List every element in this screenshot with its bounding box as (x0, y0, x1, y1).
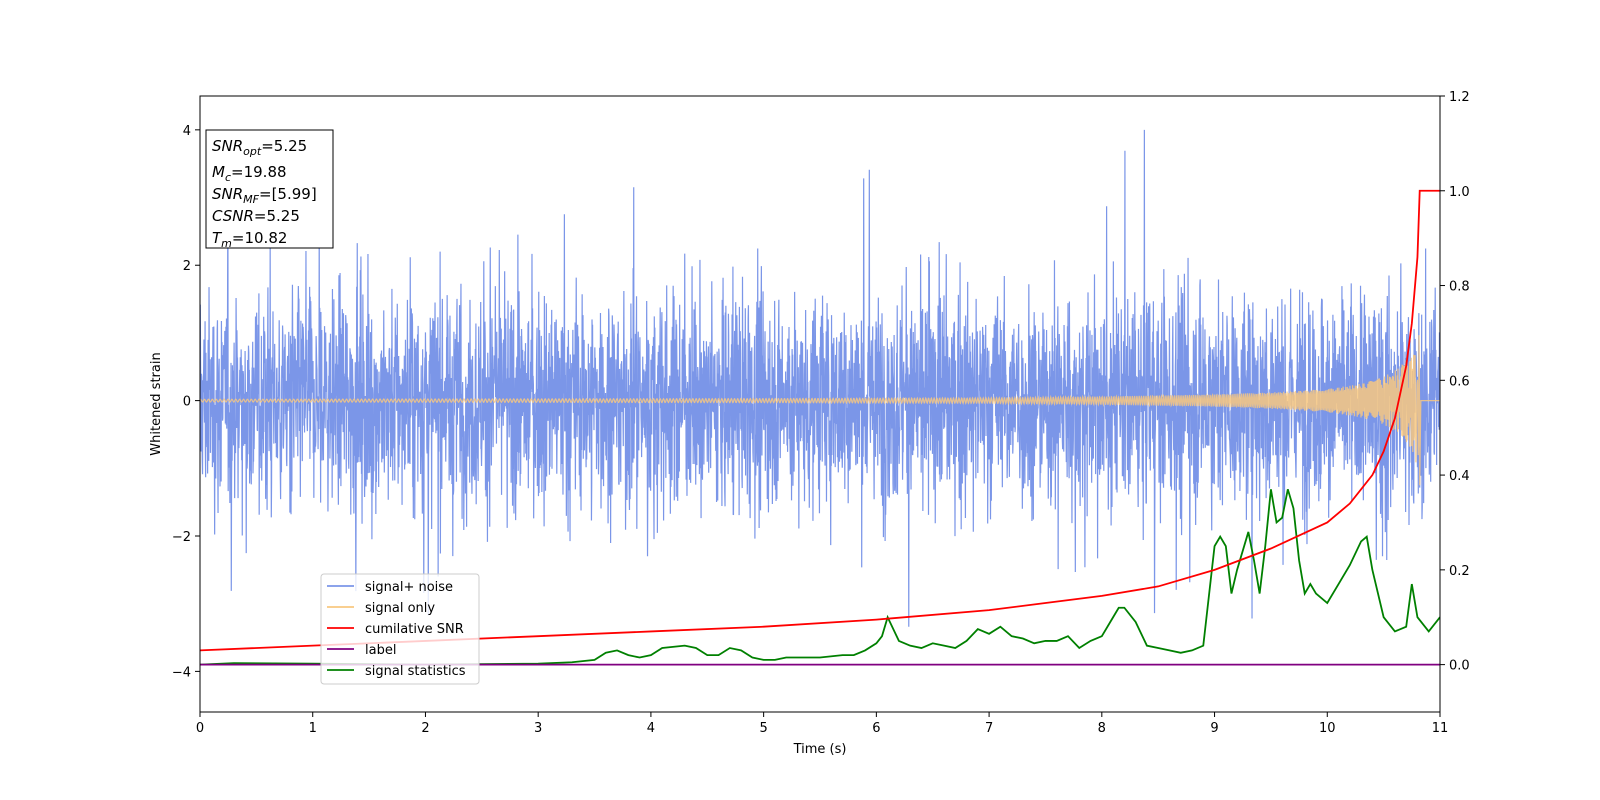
x-tick-label: 9 (1210, 721, 1218, 736)
left-y-axis-label: Whitened strain (149, 352, 164, 455)
x-axis-label: Time (s) (793, 742, 847, 757)
x-tick-label: 4 (647, 721, 655, 736)
signal-statistics-line (200, 489, 1440, 666)
annotation-line: SNRopt=5.25 (212, 137, 307, 158)
legend-entry-label: signal statistics (365, 664, 466, 679)
signal-statistics-series (200, 489, 1440, 666)
annotation-frame (205, 129, 334, 249)
cumulative-snr-series (200, 189, 1440, 652)
signal-plus-noise-series (200, 129, 1440, 627)
right-y-tick-label: 0.6 (1449, 374, 1470, 389)
plot-frame (199, 95, 1441, 713)
x-tick-label: 10 (1319, 721, 1336, 736)
left-y-tick-label: 2 (183, 259, 191, 274)
signal-only-series (200, 335, 1440, 486)
right-y-tick-label: 0.2 (1449, 564, 1470, 579)
cumulative-snr-line (200, 189, 1440, 652)
x-tick-label: 6 (872, 721, 880, 736)
x-tick-label: 11 (1432, 721, 1449, 736)
x-tick-label: 2 (421, 721, 429, 736)
right-y-tick-label: 1.2 (1449, 90, 1470, 105)
left-y-tick-label: −4 (172, 665, 191, 680)
right-y-tick-label: 0.4 (1449, 469, 1470, 484)
left-y-tick-label: −2 (172, 530, 191, 545)
annotation-line: CSNR=5.25 (212, 207, 300, 225)
x-tick-label: 8 (1098, 721, 1106, 736)
parameters-annotation-box: SNRopt=5.25 Mc=19.88SNRMF=[5.99]CSNR=5.25… (205, 129, 334, 250)
annotation-line: Tm=10.82 (212, 229, 287, 250)
right-y-axis-ticks: 0.0 0.2 0.4 0.6 0.8 1.0 1.2 (1440, 90, 1470, 674)
left-y-tick-label: 4 (183, 124, 191, 139)
legend-entry-label: cumilative SNR (365, 622, 464, 637)
legend-entry-label: signal+ noise (365, 580, 453, 595)
right-y-tick-label: 0.0 (1449, 659, 1470, 674)
x-tick-label: 7 (985, 721, 993, 736)
legend-entry-label: signal only (365, 601, 435, 616)
right-y-tick-label: 1.0 (1449, 185, 1470, 200)
legend-frame (320, 573, 480, 685)
signal-plus-noise-line (200, 129, 1440, 627)
x-axis-ticks: 0 1 2 3 4 5 6 7 8 9 10 11 (196, 712, 1448, 736)
annotation-line: SNRMF=[5.99] (212, 185, 317, 206)
left-y-axis-ticks: −4 −2 0 2 4 (172, 124, 200, 680)
annotation-line: Mc=19.88 (212, 163, 287, 184)
right-y-tick-label: 0.8 (1449, 280, 1470, 295)
signal-only-line (200, 335, 1440, 486)
x-tick-label: 1 (309, 721, 317, 736)
left-y-tick-label: 0 (183, 395, 191, 410)
legend-entry-label: label (365, 643, 396, 658)
x-tick-label: 5 (759, 721, 767, 736)
x-tick-label: 3 (534, 721, 542, 736)
x-tick-label: 0 (196, 721, 204, 736)
legend: signal+ noise signal only cumilative SNR la… (320, 573, 480, 685)
